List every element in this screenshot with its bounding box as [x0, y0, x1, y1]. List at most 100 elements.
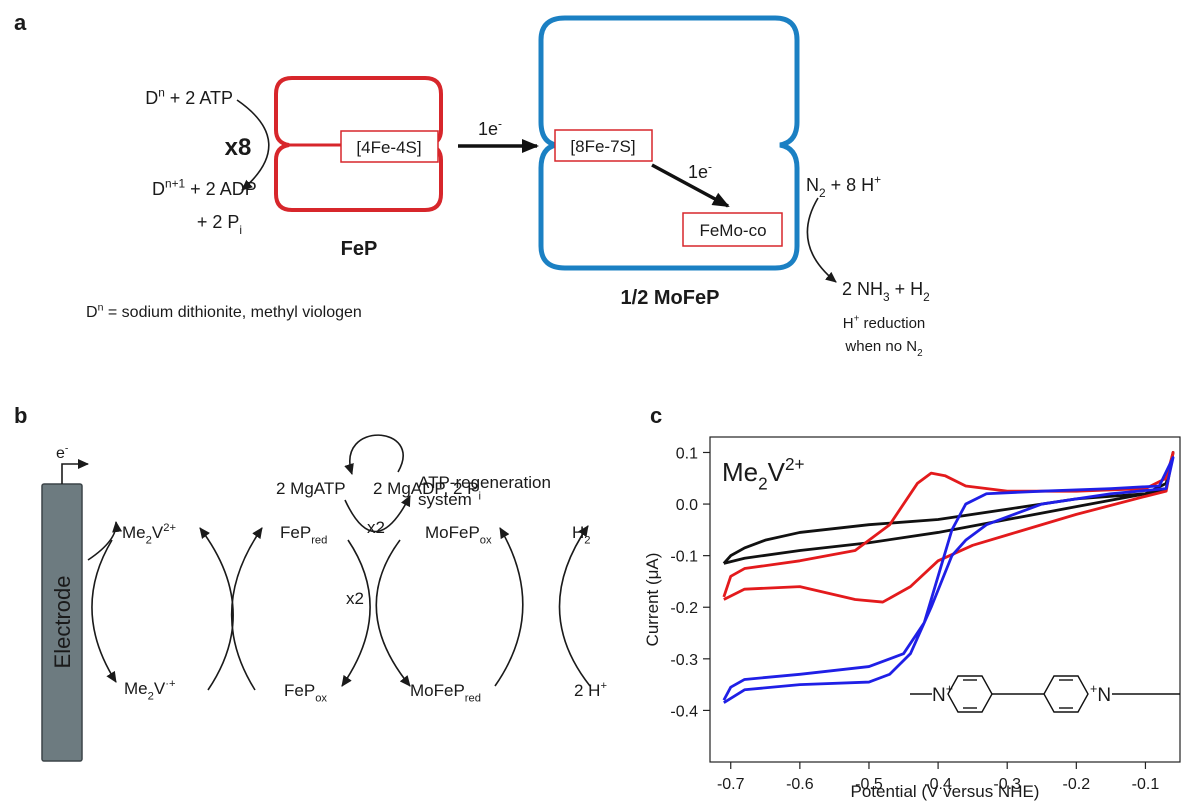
- text-run: 2 MgADP, 2 P: [373, 479, 479, 498]
- text-run: 2: [819, 186, 826, 200]
- redox-arc: [494, 527, 524, 687]
- text-run: V: [768, 457, 786, 487]
- panel-label: a: [14, 10, 27, 35]
- x-tick-label: -0.3: [993, 776, 1021, 793]
- text-run: +: [874, 172, 881, 186]
- text-run: 3: [883, 290, 890, 304]
- text-run: D: [152, 179, 165, 199]
- protein-label: FeP: [341, 238, 378, 260]
- species: FePox: [284, 681, 327, 704]
- text-run: n+1: [165, 176, 186, 190]
- species: 2 MgADP, 2 Pi: [373, 479, 481, 502]
- x-tick-label: -0.6: [786, 776, 814, 793]
- mofep-protein: [538, 15, 800, 271]
- text-run: + 2 ATP: [165, 88, 233, 108]
- atp-arc: [236, 99, 270, 191]
- stoichiometry: x2: [367, 518, 385, 537]
- text-run: + 2 P: [197, 212, 240, 232]
- text-run: MoFeP: [425, 523, 480, 542]
- product: + 2 Pi: [197, 212, 242, 237]
- text-run: 1e: [478, 119, 498, 139]
- text-run: Me: [122, 523, 146, 542]
- cv-curve: [722, 456, 1175, 704]
- text-run: n: [98, 301, 104, 313]
- product: 2 NH3 + H2: [842, 279, 930, 304]
- x-axis-label: Potential (V versus NHE): [851, 782, 1040, 801]
- panel-label: c: [650, 403, 662, 428]
- x-tick-label: -0.1: [1132, 776, 1160, 793]
- text-run: when no N: [844, 338, 917, 355]
- x-tick-label: -0.5: [855, 776, 883, 793]
- text-run: +: [600, 680, 607, 692]
- cluster-label: FeMo-co: [699, 221, 766, 240]
- text-run: Me: [722, 457, 758, 487]
- text-run: +: [854, 314, 860, 325]
- atp-loop: [344, 434, 404, 475]
- text-run: n: [158, 85, 165, 99]
- text-run: 2: [146, 534, 152, 546]
- redox-arc: [558, 525, 591, 687]
- text-run: FeP: [280, 523, 311, 542]
- text-run: 2: [917, 348, 923, 359]
- product: Dn+1 + 2 ADP: [152, 176, 257, 199]
- cluster-box: [340, 130, 439, 163]
- species: FePred: [280, 523, 327, 546]
- plot-frame: [709, 436, 1181, 763]
- electrode-label: Electrode: [50, 576, 75, 669]
- y-tick-label: -0.3: [670, 652, 698, 669]
- redox-arc: [87, 521, 123, 561]
- atom-label: +N: [1090, 682, 1111, 706]
- text-run: -: [498, 116, 502, 130]
- atp-hydrolysis: [344, 495, 411, 533]
- text-run: e: [56, 445, 65, 462]
- viologen-structure: [910, 675, 1180, 713]
- electron-label: 1e-: [688, 159, 712, 182]
- text-run: 2: [758, 473, 768, 493]
- protein-label: 1/2 MoFeP: [621, 287, 720, 309]
- electron-arrow: [651, 163, 730, 208]
- species: H2: [572, 523, 591, 546]
- text-run: ox: [480, 534, 492, 546]
- text-run: N: [932, 685, 946, 706]
- text-run: 2: [584, 534, 590, 546]
- text-run: 2: [923, 290, 930, 304]
- panel-label: b: [14, 403, 27, 428]
- x-tick-label: -0.4: [924, 776, 952, 793]
- multiplier: x8: [225, 134, 252, 161]
- text-run: 2+: [785, 454, 805, 474]
- cluster-box: [682, 212, 783, 247]
- note: ATP-regeneration: [418, 473, 551, 492]
- species: 2 MgATP: [276, 479, 346, 498]
- text-run: H: [843, 315, 854, 332]
- y-tick-label: 0.0: [676, 497, 698, 514]
- text-run: 2+: [163, 522, 176, 534]
- y-tick-label: 0.1: [676, 445, 698, 462]
- text-run: MoFeP: [410, 681, 465, 700]
- text-run: + 8 H: [826, 175, 875, 195]
- substrate-arc: [806, 197, 837, 283]
- text-run: red: [311, 534, 327, 546]
- reactant: Dn + 2 ATP: [145, 85, 233, 108]
- footnote: Dn = sodium dithionite, methyl viologen: [86, 301, 362, 321]
- cluster-box: [554, 129, 653, 162]
- redox-arc: [91, 539, 117, 683]
- text-run: -: [65, 442, 69, 454]
- text-run: 1e: [688, 162, 708, 182]
- cluster-label: [4Fe-4S]: [356, 138, 421, 157]
- species: MoFePred: [410, 681, 481, 704]
- text-run: V: [154, 679, 166, 698]
- y-tick-label: -0.1: [670, 549, 698, 566]
- annotation: Me2V2+: [722, 454, 805, 493]
- species: 2 H+: [574, 680, 607, 700]
- text-run: 2 NH: [842, 279, 883, 299]
- text-run: N: [1097, 685, 1111, 706]
- note: H+ reduction: [843, 314, 926, 332]
- text-run: i: [239, 223, 242, 237]
- redox-arc: [230, 527, 263, 691]
- redox-arc: [341, 539, 371, 687]
- x-tick-label: -0.2: [1063, 776, 1091, 793]
- cv-curve: [722, 451, 1175, 604]
- stoichiometry: x2: [346, 589, 364, 608]
